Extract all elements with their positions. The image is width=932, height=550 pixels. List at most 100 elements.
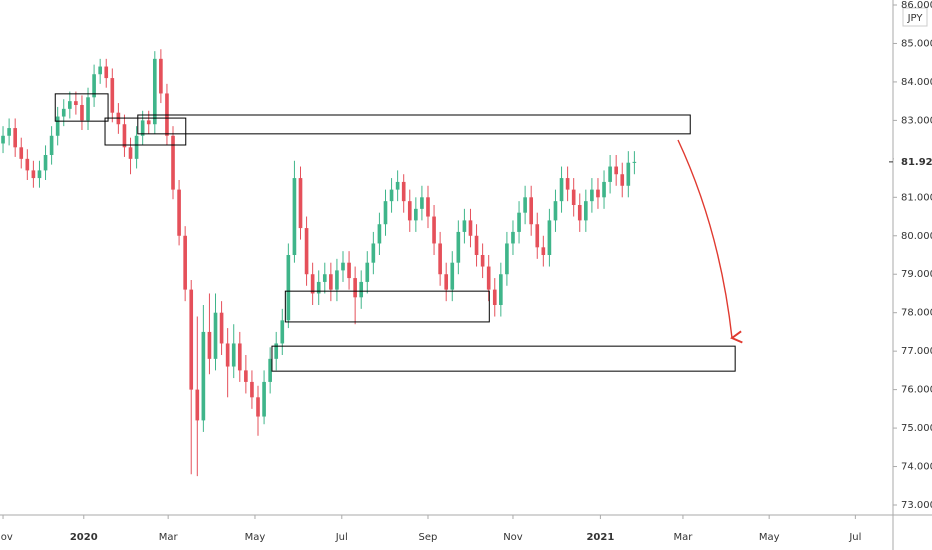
candle-body — [371, 243, 376, 263]
candle-body — [171, 135, 175, 190]
candle-body — [310, 274, 315, 294]
candle-body — [110, 78, 115, 113]
candle-body — [31, 170, 36, 179]
candle-body — [146, 120, 151, 125]
y-tick-label: 84.000 — [901, 77, 932, 88]
y-tick-label: 80.000 — [901, 231, 932, 242]
candle-body — [492, 289, 497, 305]
candle-body — [152, 58, 157, 125]
candle-body — [231, 343, 236, 367]
candle-body — [207, 331, 212, 359]
candle-body — [511, 231, 515, 244]
candle-body — [140, 120, 145, 136]
x-tick-label: Mar — [674, 532, 694, 543]
y-tick-label: 78.000 — [901, 308, 932, 319]
candle-body — [67, 101, 72, 109]
candle-body — [298, 178, 303, 229]
candle-body — [195, 389, 200, 421]
candle-body — [322, 274, 327, 282]
candle-body — [395, 181, 400, 190]
candle-body — [456, 231, 461, 263]
candle-body — [292, 178, 297, 255]
candle-body — [614, 166, 618, 175]
candle-body — [274, 343, 279, 359]
candle-body — [584, 201, 588, 221]
x-tick-label: 2020 — [70, 532, 98, 543]
candle-body — [474, 235, 479, 255]
candle-body — [541, 247, 546, 255]
y-tick-label: 74.000 — [901, 462, 932, 473]
candle-body — [213, 312, 218, 359]
candle-body — [565, 178, 570, 190]
candle-body — [499, 274, 503, 305]
candle-body — [553, 201, 558, 221]
candle-body — [250, 381, 254, 398]
x-tick-label: May — [245, 532, 266, 543]
candle-body — [462, 220, 467, 232]
candle-body — [7, 128, 11, 136]
candle-body — [92, 74, 96, 98]
candle-body — [432, 216, 436, 244]
candle-body — [37, 170, 42, 179]
candle-body — [80, 105, 84, 121]
candle-body — [25, 158, 30, 171]
x-tick-label: 2021 — [586, 532, 614, 543]
candle-body — [547, 220, 552, 255]
x-tick-label: Jul — [848, 532, 861, 543]
zone — [104, 117, 187, 146]
candle-body — [341, 262, 345, 271]
candle-body — [590, 189, 594, 202]
candle-body — [286, 255, 291, 321]
candle-body — [389, 189, 394, 202]
candle-body — [86, 97, 90, 121]
candle-body — [19, 147, 24, 159]
candle-body — [535, 224, 540, 248]
candle-body — [159, 58, 163, 94]
candle-body — [529, 197, 534, 225]
candle-body — [201, 331, 206, 421]
candle-body — [517, 212, 521, 232]
candle-body — [559, 178, 564, 202]
y-tick-label: 73.000 — [901, 500, 932, 511]
candle-body — [468, 220, 473, 236]
candle-body — [177, 189, 181, 236]
candle-body — [280, 320, 285, 344]
candle-body — [268, 358, 272, 382]
candle-body — [304, 228, 309, 275]
candle-body — [104, 66, 109, 79]
candle-body — [359, 281, 364, 298]
last-price-box — [894, 152, 932, 171]
candle-body — [377, 224, 382, 244]
y-tick-label: 86.000 — [901, 0, 932, 11]
candle-body — [353, 278, 357, 298]
y-tick-label: 76.000 — [901, 385, 932, 396]
zone — [54, 93, 109, 122]
y-tick-label: 85.000 — [901, 38, 932, 49]
x-tick-label: Nov — [503, 532, 523, 543]
candle-body — [626, 162, 631, 186]
candle-body — [329, 274, 333, 290]
arrow — [677, 139, 743, 344]
candle-body — [426, 197, 430, 217]
candle-body — [486, 266, 491, 290]
candle-body — [632, 161, 637, 163]
x-tick-label: Jul — [335, 532, 348, 543]
candle-body — [407, 201, 412, 221]
candle-body — [256, 397, 260, 417]
y-tick-label: 79.000 — [901, 269, 932, 280]
candle-body — [128, 147, 133, 159]
candle-body — [335, 270, 339, 290]
candle-body — [571, 189, 576, 205]
candle-body — [134, 135, 139, 159]
candle-body — [219, 312, 224, 344]
candle-body — [98, 66, 102, 75]
candle-body — [414, 208, 418, 221]
candle-body — [450, 262, 455, 290]
y-tick-label: 77.000 — [901, 346, 932, 357]
candle-body — [438, 243, 442, 275]
candle-body — [61, 108, 66, 117]
plot-area — [1, 49, 736, 477]
candle-body — [13, 128, 17, 148]
candle-body — [620, 174, 625, 186]
